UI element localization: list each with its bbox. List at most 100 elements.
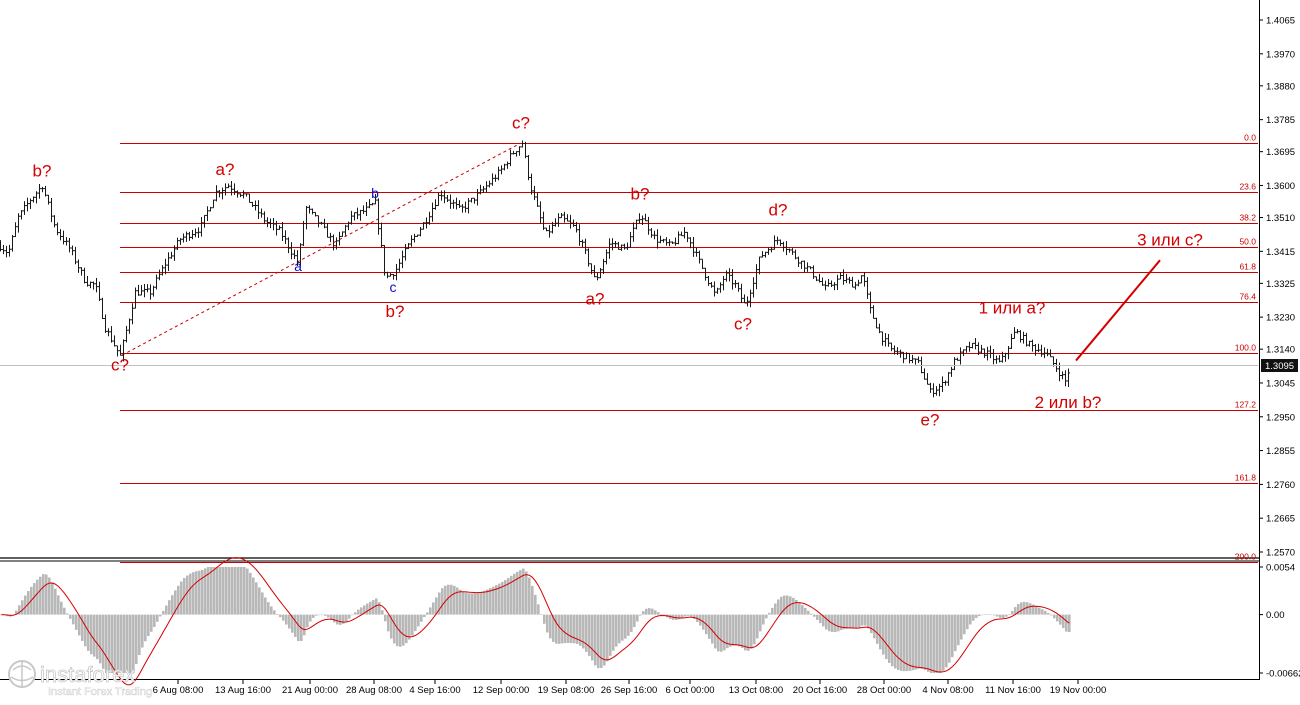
histogram-bar	[282, 614, 285, 621]
histogram-bar	[906, 614, 909, 672]
wave-label: b?	[386, 302, 405, 321]
histogram-bar	[114, 614, 117, 673]
histogram-bar	[222, 567, 225, 615]
wave-label: b?	[33, 162, 52, 181]
histogram-bar	[1041, 609, 1044, 615]
histogram-bar	[993, 614, 996, 616]
histogram-bar	[585, 614, 588, 652]
logo-globe-lines	[10, 661, 34, 687]
histogram-bar	[132, 614, 135, 673]
histogram-bar	[606, 614, 609, 662]
histogram-bar	[243, 567, 246, 615]
histogram-bar	[612, 614, 615, 651]
time-tick-label: 21 Aug 00:00	[282, 685, 338, 696]
histogram-bar	[1068, 614, 1071, 633]
histogram-bar	[327, 614, 330, 618]
histogram-bar	[27, 591, 30, 615]
histogram-bar	[624, 614, 627, 639]
histogram-bar	[81, 614, 84, 641]
price-tick-label: 1.3880	[1266, 81, 1295, 92]
histogram-bar	[435, 597, 438, 615]
histogram-bar	[279, 614, 282, 618]
time-tick-label: 28 Aug 08:00	[346, 685, 402, 696]
histogram-bar	[180, 581, 183, 615]
histogram-bar	[135, 614, 138, 665]
histogram-bar	[732, 614, 735, 646]
histogram-bar	[534, 594, 537, 615]
histogram-bar	[900, 614, 903, 671]
histogram-bar	[216, 567, 219, 615]
histogram-bar	[711, 614, 714, 644]
histogram-bar	[873, 614, 876, 639]
histogram-bar	[570, 614, 573, 644]
histogram-bar	[270, 606, 273, 615]
histogram-bar	[150, 614, 153, 632]
histogram-bar	[921, 614, 924, 669]
histogram-bar	[309, 614, 312, 622]
histogram-bar	[303, 614, 306, 636]
histogram-bar	[777, 599, 780, 615]
histogram-bar	[978, 614, 981, 617]
histogram-bar	[888, 614, 891, 663]
histogram-bar	[726, 614, 729, 649]
histogram-bar	[387, 614, 390, 632]
histogram-bar	[120, 614, 123, 673]
histogram-bar	[1002, 614, 1005, 618]
histogram-bar	[318, 614, 321, 616]
fib-level-label: 100.0	[1235, 343, 1257, 353]
histogram-bar	[984, 614, 987, 615]
histogram-bar	[870, 614, 873, 634]
osc-tick-label: -0.00662	[1266, 669, 1300, 680]
histogram-bar	[837, 614, 840, 632]
histogram-bar	[891, 614, 894, 667]
histogram-bar	[1053, 614, 1056, 619]
histogram-bar	[849, 614, 852, 629]
histogram-bar	[717, 614, 720, 652]
histogram-bar	[1044, 610, 1047, 615]
histogram-bar	[420, 614, 423, 622]
histogram-bar	[144, 614, 147, 642]
histogram-bar	[48, 577, 51, 615]
histogram-bar	[579, 614, 582, 646]
histogram-bar	[960, 614, 963, 640]
histogram-bar	[948, 614, 951, 663]
histogram-bar	[84, 614, 87, 647]
histogram-bar	[549, 614, 552, 639]
price-bars	[0, 140, 1070, 398]
histogram-bar	[1011, 611, 1014, 615]
histogram-bar	[123, 614, 126, 673]
histogram-bar	[627, 614, 630, 636]
histogram-bar	[156, 614, 159, 622]
time-tick-label: 4 Nov 08:00	[922, 685, 973, 696]
wave-label: a	[294, 258, 302, 274]
histogram-bar	[411, 614, 414, 636]
histogram-bar	[1008, 614, 1011, 615]
histogram-bar	[192, 572, 195, 615]
histogram-bar	[390, 614, 393, 639]
histogram-bar	[630, 614, 633, 632]
histogram-bar	[483, 590, 486, 615]
histogram-bar	[615, 614, 618, 647]
histogram-bar	[930, 614, 933, 673]
time-tick-label: 13 Oct 08:00	[729, 685, 783, 696]
histogram-bar	[522, 568, 525, 615]
histogram-bar	[756, 614, 759, 639]
histogram-bar	[498, 583, 501, 615]
histogram-bar	[555, 614, 558, 644]
histogram-bar	[402, 614, 405, 646]
histogram-bar	[762, 614, 765, 625]
histogram-bar	[162, 610, 165, 615]
fib-level-label: 38.2	[1239, 213, 1256, 223]
histogram-bar	[225, 567, 228, 615]
histogram-bar	[117, 614, 120, 673]
histogram-bar	[174, 590, 177, 615]
histogram-bar	[456, 587, 459, 615]
histogram-bar	[609, 614, 612, 656]
histogram-bar	[504, 580, 507, 615]
histogram-bar	[417, 614, 420, 627]
histogram-bar	[867, 614, 870, 629]
histogram-bar	[240, 567, 243, 615]
histogram-bar	[885, 614, 888, 660]
